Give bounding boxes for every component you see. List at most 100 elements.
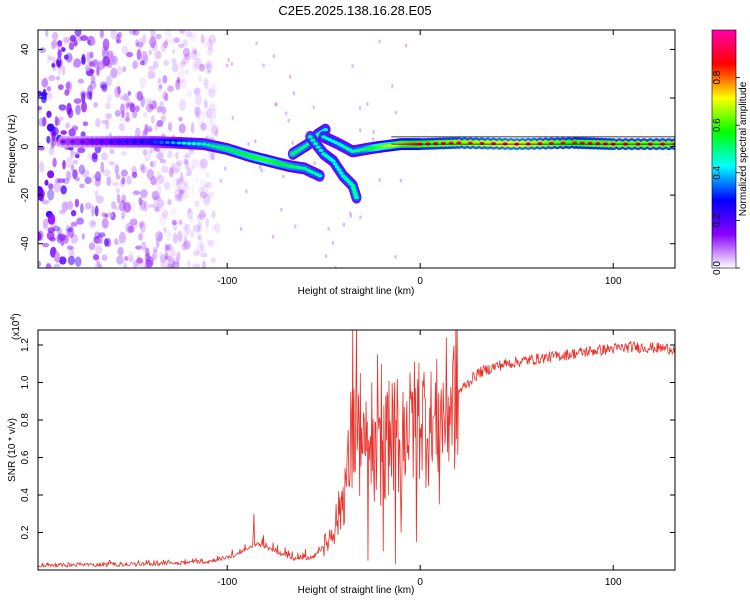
noise-blob <box>179 60 186 69</box>
ridge-core <box>271 160 276 164</box>
noise-blob <box>186 208 193 220</box>
noise-blob <box>171 219 178 226</box>
noise-blob <box>44 179 49 186</box>
noise-blob <box>161 106 167 115</box>
noise-speck <box>255 41 258 46</box>
noise-speck <box>366 101 369 106</box>
ridge-core <box>296 148 302 152</box>
colorbar-tick-label: 0.2 <box>712 213 723 227</box>
ridge-core <box>206 143 212 147</box>
noise-blob <box>159 84 163 89</box>
noise-blob <box>210 257 216 264</box>
noise-blob <box>105 113 113 119</box>
noise-blob <box>58 105 67 112</box>
ridge-core <box>336 168 342 172</box>
noise-blob <box>144 252 151 262</box>
noise-blob <box>73 159 78 165</box>
noise-blob <box>204 226 210 234</box>
noise-blob <box>46 110 52 118</box>
noise-blob <box>132 110 138 119</box>
noise-blob <box>168 167 174 178</box>
noise-blob <box>79 183 85 189</box>
noise-blob <box>63 54 69 60</box>
ridge-core <box>351 186 356 190</box>
noise-blob <box>46 86 52 92</box>
noise-speck <box>294 224 297 229</box>
ridge-core <box>247 154 253 158</box>
noise-blob <box>190 122 195 134</box>
noise-blob <box>99 30 105 39</box>
spectrogram-panel: -100 0 100 -40 -20 0 20 40 Height of straight … <box>7 29 676 297</box>
noise-blob <box>101 152 109 161</box>
noise-blob <box>76 217 84 225</box>
spectrogram-x-ticks: -100 0 100 <box>217 30 622 287</box>
noise-blob <box>41 199 50 205</box>
noise-blob <box>166 263 174 268</box>
noise-blob <box>84 65 91 72</box>
noise-blob <box>183 240 191 250</box>
noise-blob <box>197 220 202 233</box>
ridge-core <box>351 188 357 192</box>
noise-blob <box>200 122 207 131</box>
noise-blob <box>146 170 150 176</box>
ridge-mid <box>460 139 469 147</box>
noise-blob <box>191 62 198 73</box>
noise-blob <box>209 43 214 52</box>
noise-blob <box>162 75 168 84</box>
noise-speck <box>274 102 277 107</box>
noise-speck <box>378 178 381 183</box>
noise-blob <box>45 263 52 268</box>
noise-blob <box>184 152 191 159</box>
noise-blob <box>41 78 49 88</box>
colorbar-ticks: 0.0 0.2 0.4 0.6 0.8 <box>712 70 740 275</box>
noise-blob <box>176 177 181 185</box>
noise-blob <box>68 41 75 51</box>
noise-blob <box>149 104 154 110</box>
noise-blob <box>152 249 158 261</box>
noise-blob <box>159 254 167 264</box>
noise-blob <box>196 214 202 220</box>
noise-blob <box>115 187 121 194</box>
noise-blob <box>135 39 139 47</box>
ridge-core <box>433 142 439 146</box>
noise-blob <box>162 90 168 101</box>
ridge-core <box>186 141 192 146</box>
ridge-core <box>572 141 578 145</box>
noise-blob <box>169 206 177 217</box>
noise-blob <box>118 231 127 244</box>
noise-blob <box>177 230 183 242</box>
noise-blob <box>206 47 213 56</box>
noise-blob <box>142 149 148 156</box>
noise-blob <box>198 186 204 194</box>
noise-blob <box>96 255 100 267</box>
noise-blob <box>178 43 185 49</box>
noise-blob <box>187 207 192 213</box>
noise-blob <box>139 60 145 66</box>
x-tick-label: 100 <box>605 276 622 287</box>
noise-blob <box>120 103 125 115</box>
noise-blob <box>171 49 176 54</box>
noise-blob <box>38 90 42 97</box>
ridge-core <box>116 140 122 144</box>
noise-speck <box>280 207 283 212</box>
noise-blob <box>55 56 63 69</box>
noise-blob <box>212 108 217 119</box>
noise-blob <box>52 59 57 72</box>
noise-blob <box>78 164 86 175</box>
noise-blob <box>206 191 215 198</box>
noise-blob <box>73 98 82 104</box>
noise-blob <box>47 188 55 201</box>
noise-blob <box>129 258 134 263</box>
noise-blob <box>114 86 122 98</box>
ridge-core <box>317 174 323 178</box>
noise-blob <box>190 230 195 239</box>
noise-blob <box>95 117 101 128</box>
y-tick-label: 0 <box>20 143 31 149</box>
noise-blob <box>194 106 199 118</box>
snr-line-series <box>38 330 675 568</box>
noise-blob <box>88 61 95 67</box>
noise-blob <box>90 220 97 227</box>
noise-blob <box>195 243 204 254</box>
noise-blob <box>77 147 86 154</box>
